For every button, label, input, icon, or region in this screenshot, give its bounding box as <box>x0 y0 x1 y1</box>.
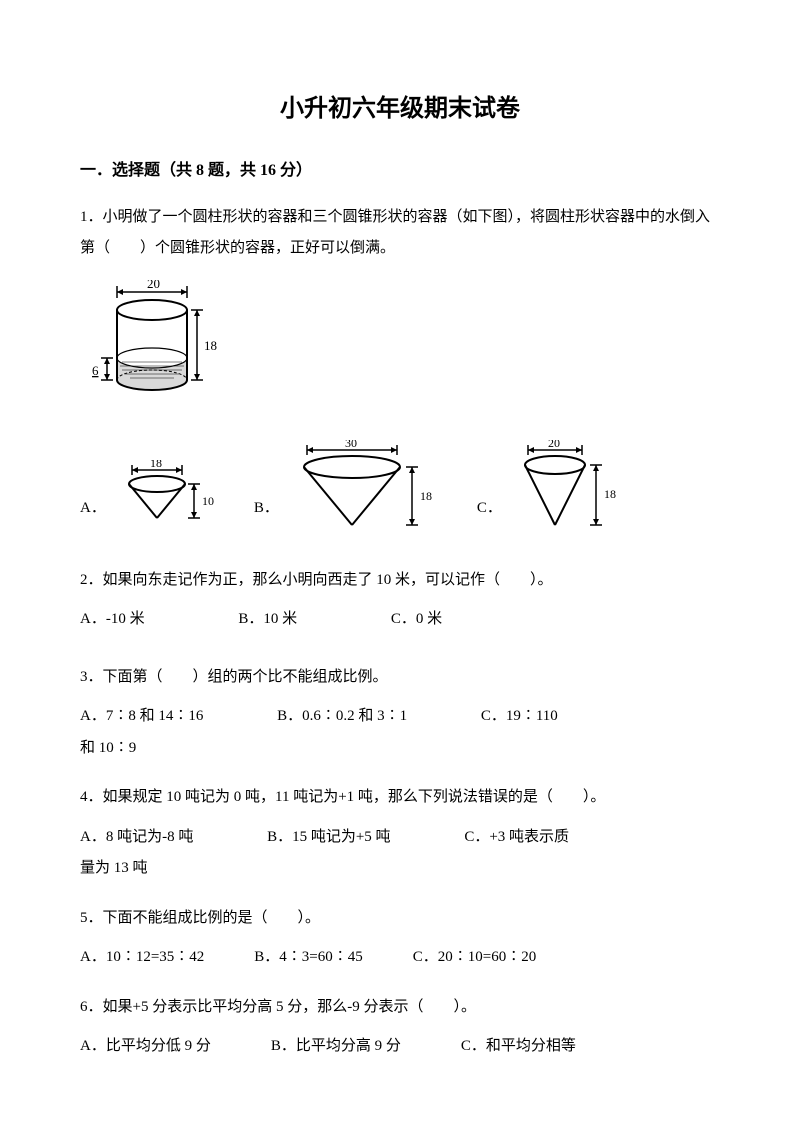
svg-text:18: 18 <box>150 460 162 470</box>
question-5: 5．下面不能组成比例的是（ ）。 A．10∶12=35∶42 B．4∶3=60∶… <box>80 903 720 974</box>
svg-text:20: 20 <box>147 280 160 291</box>
option-c: C． 20 18 <box>477 440 630 540</box>
option-a: A． 18 10 <box>80 460 224 540</box>
q2-opt-a: A．-10 米 <box>80 611 145 627</box>
q2-opt-c: C．0 米 <box>391 611 442 627</box>
option-c-label: C． <box>477 493 502 525</box>
svg-text:10: 10 <box>202 494 214 508</box>
question-2: 2．如果向东走记作为正，那么小明向西走了 10 米，可以记作（ ）。 A．-10… <box>80 565 720 644</box>
option-a-label: A． <box>80 493 106 525</box>
svg-text:18: 18 <box>604 487 616 501</box>
q4-opt-b: B．15 吨记为+5 吨 <box>267 829 390 845</box>
svg-text:30: 30 <box>345 440 357 450</box>
q3-opt-c: C．19∶110 <box>481 708 558 724</box>
q5-opt-a: A．10∶12=35∶42 <box>80 942 204 974</box>
q2-text: 2．如果向东走记作为正，那么小明向西走了 10 米，可以记作（ ）。 <box>80 565 720 597</box>
svg-text:20: 20 <box>548 440 560 450</box>
option-b-label: B． <box>254 493 279 525</box>
q2-opt-b: B．10 米 <box>238 611 297 627</box>
q6-opt-a: A．比平均分低 9 分 <box>80 1031 211 1063</box>
q1-text: 1．小明做了一个圆柱形状的容器和三个圆锥形状的容器（如下图），将圆柱形状容器中的… <box>80 202 720 265</box>
svg-text:6: 6 <box>92 363 99 378</box>
question-3: 3．下面第（ ）组的两个比不能组成比例。 A．7∶8 和 14∶16 B．0.6… <box>80 662 720 765</box>
q4-text: 4．如果规定 10 吨记为 0 吨，11 吨记为+1 吨，那么下列说法错误的是（… <box>80 782 720 814</box>
q4-opt-a: A．8 吨记为-8 吨 <box>80 829 193 845</box>
option-b: B． 30 18 <box>254 440 447 540</box>
cylinder-figure: 20 18 <box>92 280 720 410</box>
q6-opt-b: B．比平均分高 9 分 <box>271 1031 401 1063</box>
question-6: 6．如果+5 分表示比平均分高 5 分，那么-9 分表示（ ）。 A．比平均分低… <box>80 992 720 1063</box>
q5-opt-b: B．4∶3=60∶45 <box>254 942 362 974</box>
q6-opt-c: C．和平均分相等 <box>461 1031 576 1063</box>
q6-text: 6．如果+5 分表示比平均分高 5 分，那么-9 分表示（ ）。 <box>80 992 720 1024</box>
page-title: 小升初六年级期末试卷 <box>80 90 720 128</box>
q3-opt-c-cont: 和 10∶9 <box>80 733 720 765</box>
question-4: 4．如果规定 10 吨记为 0 吨，11 吨记为+1 吨，那么下列说法错误的是（… <box>80 782 720 885</box>
cone-options-row: A． 18 10 B． <box>80 440 720 540</box>
q4-opt-c-cont: 量为 13 吨 <box>80 853 720 885</box>
q5-text: 5．下面不能组成比例的是（ ）。 <box>80 903 720 935</box>
svg-text:18: 18 <box>420 489 432 503</box>
q3-text: 3．下面第（ ）组的两个比不能组成比例。 <box>80 662 720 694</box>
section-header: 一．选择题（共 8 题，共 16 分） <box>80 158 720 184</box>
question-1: 1．小明做了一个圆柱形状的容器和三个圆锥形状的容器（如下图），将圆柱形状容器中的… <box>80 202 720 540</box>
q5-opt-c: C．20∶10=60∶20 <box>413 942 536 974</box>
q3-opt-a: A．7∶8 和 14∶16 <box>80 708 203 724</box>
q4-opt-c: C．+3 吨表示质 <box>464 829 569 845</box>
q3-opt-b: B．0.6∶0.2 和 3∶1 <box>277 708 407 724</box>
svg-text:18: 18 <box>204 338 217 353</box>
